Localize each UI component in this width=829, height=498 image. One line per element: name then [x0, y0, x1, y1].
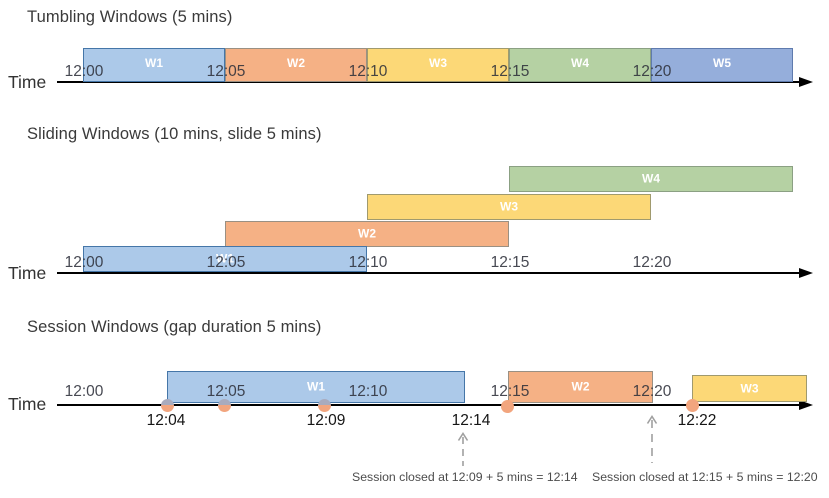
- tumbling-window-w5: W5: [651, 48, 793, 82]
- sliding-window-w4: W4: [509, 166, 793, 192]
- window-label: W1: [307, 379, 325, 394]
- session-window-w2: W2: [508, 371, 653, 403]
- session-close-annotation-1: Session closed at 12:09 + 5 mins = 12:14: [352, 470, 578, 484]
- session-window-w3: W3: [692, 375, 807, 402]
- tumbling-tick: 12:20: [632, 63, 672, 80]
- sliding-section-title: Sliding Windows (10 mins, slide 5 mins): [27, 125, 322, 143]
- tumbling-window-w2: W2: [225, 48, 367, 82]
- tumbling-tick: 12:05: [206, 63, 246, 80]
- event-time-label: 12:14: [451, 412, 491, 429]
- sliding-timeline: [57, 272, 801, 275]
- sliding-window-w1: W1: [83, 246, 367, 272]
- window-label: W2: [571, 379, 590, 394]
- sliding-window-w2: W2: [225, 221, 509, 247]
- session-tick: 12:10: [348, 383, 388, 400]
- tumbling-window-w4: W4: [509, 48, 651, 82]
- tumbling-window-w3: W3: [367, 48, 509, 82]
- sliding-tick: 12:05: [206, 254, 246, 271]
- event-time-label: 12:09: [306, 412, 346, 429]
- window-label: W3: [740, 381, 759, 396]
- session-tick: 12:20: [632, 383, 672, 400]
- event-dot-1209: [318, 399, 331, 412]
- window-label: W3: [500, 199, 518, 214]
- window-label: W2: [287, 56, 305, 70]
- window-label: W3: [429, 56, 447, 70]
- tumbling-tick: 12:15: [490, 63, 530, 80]
- dashed-up-arrow-icon: [645, 415, 659, 470]
- sliding-time-axis-label: Time: [8, 263, 47, 283]
- arrowhead-icon: [799, 400, 813, 410]
- event-dot-1205: [218, 399, 231, 412]
- tumbling-time-axis-label: Time: [8, 72, 47, 92]
- tumbling-window-w1: W1: [83, 48, 225, 82]
- window-label: W4: [571, 56, 589, 70]
- session-tick: 12:05: [206, 383, 246, 400]
- event-dot-1215: [501, 400, 514, 413]
- session-section-title: Session Windows (gap duration 5 mins): [27, 318, 322, 336]
- event-dot-1222: [686, 399, 699, 412]
- tumbling-tick: 12:00: [64, 63, 104, 80]
- event-time-label: 12:04: [146, 412, 186, 429]
- tumbling-tick: 12:10: [348, 63, 388, 80]
- window-label: W1: [145, 56, 163, 70]
- sliding-tick: 12:20: [632, 254, 672, 271]
- sliding-tick: 12:15: [490, 254, 530, 271]
- tumbling-timeline: [57, 81, 801, 84]
- session-time-axis-label: Time: [8, 394, 47, 414]
- session-close-annotation-2: Session closed at 12:15 + 5 mins = 12:20: [592, 470, 818, 484]
- session-window-w1: W1: [167, 371, 465, 403]
- dashed-up-arrow-icon: [456, 432, 470, 473]
- arrowhead-icon: [799, 77, 813, 87]
- sliding-tick: 12:10: [348, 254, 388, 271]
- sliding-tick: 12:00: [64, 254, 104, 271]
- session-tick: 12:00: [64, 383, 104, 400]
- arrowhead-icon: [799, 268, 813, 278]
- session-timeline: [57, 404, 801, 407]
- window-label: W4: [642, 171, 660, 186]
- tumbling-section-title: Tumbling Windows (5 mins): [27, 8, 233, 26]
- session-tick: 12:15: [490, 383, 530, 400]
- event-time-label: 12:22: [677, 412, 717, 429]
- window-label: W5: [713, 56, 731, 70]
- window-label: W1: [216, 251, 234, 266]
- sliding-window-w3: W3: [367, 194, 651, 220]
- event-dot-1204: [161, 399, 174, 412]
- window-label: W2: [358, 226, 376, 241]
